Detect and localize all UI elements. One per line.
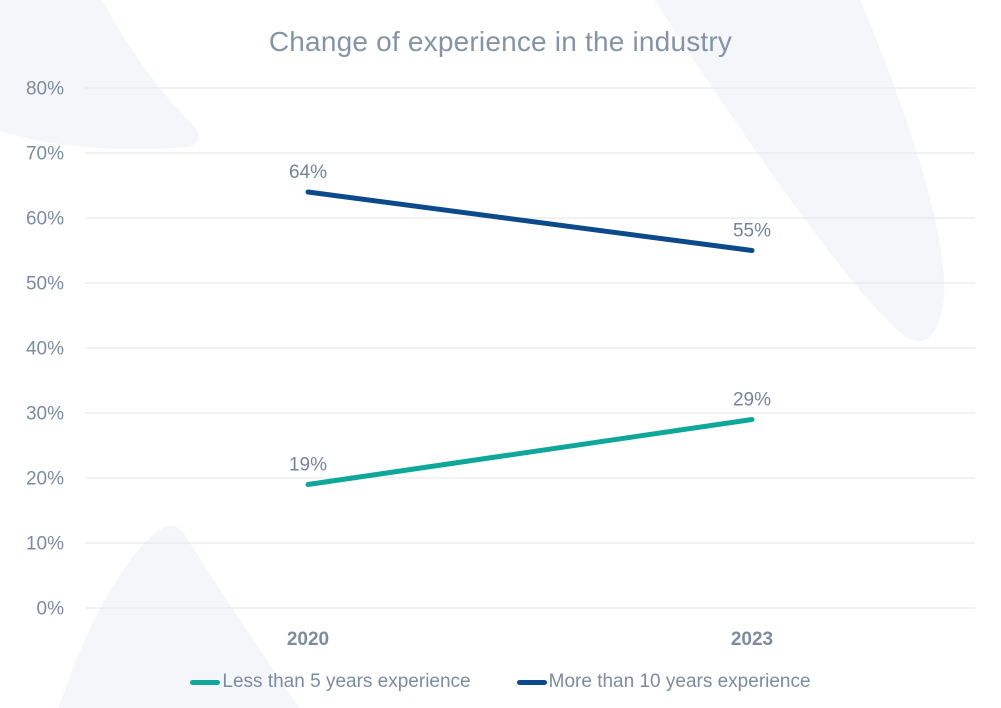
data-point-label: 29% — [733, 390, 771, 411]
data-point-label: 64% — [289, 162, 327, 183]
y-axis-tick-label: 60% — [26, 209, 64, 230]
y-axis-tick-label: 50% — [26, 274, 64, 295]
y-axis-tick-label: 0% — [37, 599, 65, 620]
legend-swatch — [190, 679, 221, 685]
data-point-label: 55% — [733, 221, 771, 242]
decorative-shape-bottom-left — [58, 525, 300, 708]
y-axis-tick-label: 40% — [26, 339, 64, 360]
legend-item: More than 10 years experience — [516, 671, 811, 693]
x-axis-tick-label: 2023 — [731, 629, 773, 650]
legend-label: More than 10 years experience — [548, 671, 811, 692]
y-axis-tick-label: 20% — [26, 469, 64, 490]
y-axis-tick-label: 70% — [26, 144, 64, 165]
legend-item: Less than 5 years experience — [190, 671, 471, 693]
chart-title: Change of experience in the industry — [268, 26, 733, 57]
x-axis-tick-label: 2020 — [287, 629, 329, 650]
decorative-shape-top-left — [0, 0, 199, 150]
series-line — [305, 189, 755, 253]
y-axis-tick-label: 80% — [26, 79, 64, 100]
data-point-label: 19% — [289, 455, 327, 476]
legend-swatch — [516, 679, 547, 685]
y-axis-tick-label: 10% — [26, 534, 64, 555]
decorative-shape-right — [654, 0, 945, 342]
series-line — [305, 417, 755, 487]
legend-label: Less than 5 years experience — [222, 671, 471, 692]
y-axis-tick-label: 30% — [26, 404, 64, 425]
chart-legend: Less than 5 years experience More than 10… — [0, 671, 1001, 693]
